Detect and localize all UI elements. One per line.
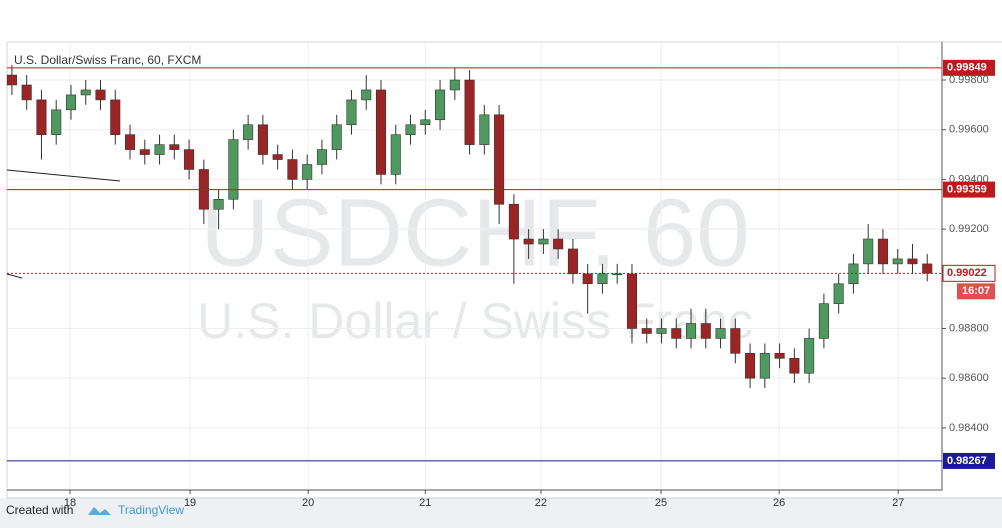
candle-body xyxy=(863,238,874,265)
level-price-box xyxy=(943,452,995,469)
candle-body xyxy=(922,263,933,274)
candle-body xyxy=(65,94,76,111)
candle-body xyxy=(169,144,180,150)
candle-body xyxy=(110,99,121,135)
candle-body xyxy=(715,328,726,339)
candle-body xyxy=(405,124,416,135)
candle-body xyxy=(774,353,785,359)
level-price-box xyxy=(943,181,995,198)
level-price-box xyxy=(943,59,995,76)
brand-logo[interactable] xyxy=(88,507,111,515)
x-tick-label: 19 xyxy=(184,497,196,509)
candle-body xyxy=(51,109,62,135)
candle-body xyxy=(789,358,800,374)
x-tick-label: 27 xyxy=(892,497,904,509)
candle-body xyxy=(184,149,195,170)
candle-body xyxy=(361,89,372,101)
candle-body xyxy=(464,79,475,145)
plot xyxy=(6,42,942,490)
candle-body xyxy=(479,114,490,145)
chart-title: U.S. Dollar/Swiss Franc, 60, FXCM xyxy=(14,53,201,67)
y-tick-label: 0.98800 xyxy=(949,322,989,334)
candle-body xyxy=(375,89,387,175)
candle-body xyxy=(420,119,431,126)
x-tick-label: 22 xyxy=(535,497,547,509)
candle-body xyxy=(877,238,888,265)
candle-body xyxy=(523,238,534,245)
y-tick-label: 0.99800 xyxy=(949,74,989,86)
candle-body xyxy=(612,273,623,276)
candle-body xyxy=(818,303,829,339)
level-price-label: 0.98267 xyxy=(947,455,987,467)
watermark: USDCHF, 60 xyxy=(200,179,749,286)
countdown-label: 16:07 xyxy=(962,285,990,297)
candle-body xyxy=(700,323,711,339)
footer-bar xyxy=(0,498,1002,528)
candle-body xyxy=(346,99,357,126)
candle-body xyxy=(759,353,770,379)
candle-body xyxy=(804,338,815,374)
last-price-label: 0.99022 xyxy=(947,267,987,279)
candle-body xyxy=(95,89,106,101)
trend-line xyxy=(6,273,23,279)
candle-body xyxy=(80,89,91,96)
candle-body xyxy=(228,139,239,200)
candle-body xyxy=(6,74,17,86)
x-tick-label: 26 xyxy=(773,497,785,509)
candle-body xyxy=(686,323,697,339)
chart-frame xyxy=(6,41,1002,499)
candle-body xyxy=(553,238,564,250)
candle-body xyxy=(390,134,401,175)
candle-body xyxy=(257,124,268,155)
candle-body xyxy=(833,283,844,304)
candle-body xyxy=(213,198,224,210)
footer-text: Created with xyxy=(6,503,73,517)
candle-body xyxy=(21,84,32,101)
candle-body xyxy=(125,134,136,150)
candle-body xyxy=(730,328,741,354)
candle-body xyxy=(656,328,667,334)
y-tick-label: 0.99200 xyxy=(949,223,989,235)
candle-body xyxy=(302,164,313,180)
candle-body xyxy=(287,159,298,180)
candle-body xyxy=(508,203,519,240)
x-tick-label: 20 xyxy=(302,497,314,509)
countdown-box xyxy=(957,283,995,300)
candle-body xyxy=(272,154,283,160)
watermark-subtitle: U.S. Dollar / Swiss Franc xyxy=(197,293,753,349)
candle-body xyxy=(582,273,593,285)
candle-body xyxy=(316,149,327,165)
candle-body xyxy=(331,124,342,150)
candle-body xyxy=(139,149,150,155)
candle-body xyxy=(243,124,254,140)
level-price-label: 0.99359 xyxy=(947,184,987,196)
candle-body xyxy=(449,79,460,91)
x-tick-label: 18 xyxy=(64,497,76,509)
brand-link[interactable]: TradingView xyxy=(118,503,184,517)
candle-body xyxy=(567,248,578,275)
last-price-box xyxy=(942,264,996,282)
candle-body xyxy=(435,89,446,121)
candle-body xyxy=(745,353,756,379)
candle-body xyxy=(494,114,505,205)
candle-body xyxy=(892,258,903,265)
candle-body xyxy=(671,328,682,339)
y-tick-label: 0.98600 xyxy=(949,372,989,384)
y-tick-label: 0.99600 xyxy=(949,124,989,136)
x-tick-label: 25 xyxy=(655,497,667,509)
x-tick-label: 21 xyxy=(419,497,431,509)
candle-body xyxy=(626,273,637,329)
candle-body xyxy=(907,258,918,265)
candle-body xyxy=(538,238,549,245)
candle-body xyxy=(597,273,608,285)
candle-body xyxy=(641,328,652,334)
trend-line xyxy=(6,169,121,182)
candle-body xyxy=(36,99,47,135)
level-price-label: 0.99849 xyxy=(947,62,987,74)
candle-body xyxy=(154,144,165,155)
y-tick-label: 0.98400 xyxy=(949,422,989,434)
